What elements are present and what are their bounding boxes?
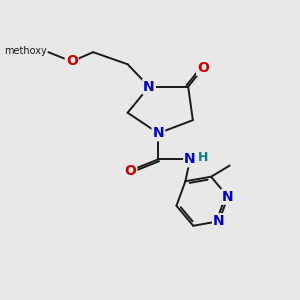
Text: N: N (222, 190, 234, 204)
Text: N: N (184, 152, 196, 166)
Text: O: O (197, 61, 209, 75)
Text: O: O (124, 164, 136, 178)
Text: N: N (152, 126, 164, 140)
Text: H: H (197, 151, 208, 164)
Text: O: O (66, 55, 78, 68)
Text: methoxy: methoxy (4, 46, 46, 56)
Text: N: N (213, 214, 225, 228)
Text: N: N (143, 80, 155, 94)
